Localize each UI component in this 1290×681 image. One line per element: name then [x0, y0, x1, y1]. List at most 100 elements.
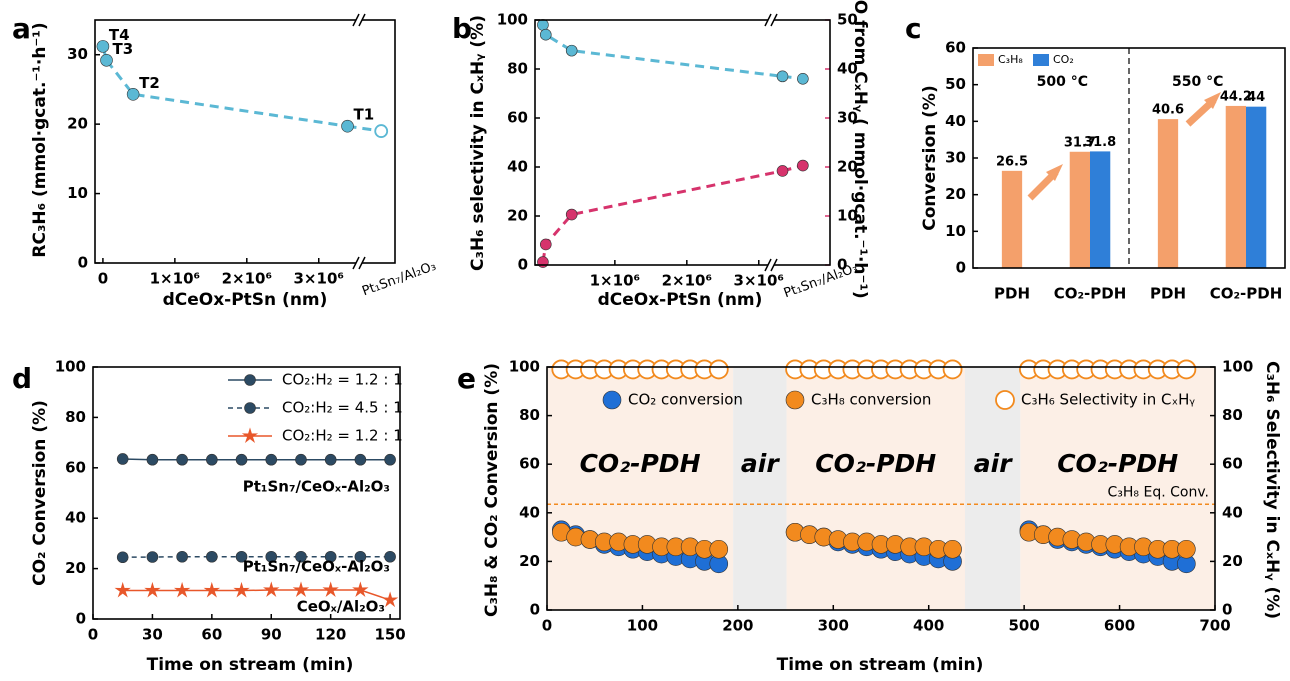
series-line — [541, 24, 783, 78]
legend-label: C₃H₆ Selectivity in CₓHᵧ — [1021, 391, 1195, 409]
y2-tick-label: 20 — [837, 158, 858, 176]
legend-label: C₃H₈ — [998, 53, 1023, 66]
x-tick-label: 400 — [913, 617, 944, 635]
y-tick-label: 30 — [67, 45, 88, 63]
y-tick-label: 60 — [519, 455, 540, 473]
x-tick-label: CO₂-PDH — [1054, 285, 1127, 303]
marker — [776, 165, 789, 177]
marker — [173, 581, 191, 598]
marker — [539, 238, 552, 251]
bar — [1069, 151, 1090, 268]
region-label: CO₂-PDH — [1057, 449, 1178, 478]
y2-tick-label: 100 — [1222, 358, 1253, 376]
bar — [1090, 151, 1111, 268]
y2-tick-label: 0 — [1222, 601, 1232, 619]
legend-label: CO₂:H₂ = 4.5 : 1 — [282, 399, 403, 417]
x-tick-label: 120 — [315, 626, 346, 644]
y-tick-label: 30 — [945, 149, 966, 167]
marker — [381, 591, 399, 608]
point-label: T1 — [354, 106, 375, 124]
axis-break-gap — [356, 261, 362, 265]
y-tick-label: 20 — [519, 552, 540, 570]
marker — [146, 453, 159, 466]
reference-marker — [797, 73, 809, 85]
y2-tick-label: 10 — [837, 207, 858, 225]
panel-label: c — [905, 12, 922, 45]
arrow-head — [1204, 92, 1221, 109]
point-label: T3 — [113, 40, 134, 58]
y-tick-label: 40 — [945, 112, 966, 130]
y-tick-label: 40 — [519, 503, 540, 521]
marker — [235, 453, 248, 466]
axis-break — [764, 13, 772, 27]
y-tick-label: 100 — [509, 358, 540, 376]
region-label: air — [741, 449, 780, 478]
y-tick-label: 80 — [65, 408, 86, 426]
y-tick-label: 20 — [507, 207, 528, 225]
bar — [1001, 170, 1023, 268]
x-tick-label: CO₂-PDH — [1210, 285, 1283, 303]
y2-tick-label: 40 — [1222, 503, 1243, 521]
reference-label: Pt₁Sn₇/Al₂O₃ — [360, 259, 438, 300]
bar — [1246, 106, 1267, 269]
y-tick-label: 50 — [945, 75, 966, 93]
arrow-head — [1046, 164, 1063, 181]
legend-marker — [244, 374, 256, 386]
x-tick-label: PDH — [994, 285, 1030, 303]
marker — [354, 453, 367, 466]
axis-break — [352, 256, 360, 270]
legend-label: CO₂:H₂ = 1.2 : 1 — [282, 427, 403, 445]
legend-marker — [785, 390, 805, 410]
marker — [709, 539, 729, 559]
y2-axis-label: C₃H₆ Selectivity in CₓHᵧ (%) — [1262, 361, 1282, 619]
marker — [233, 581, 250, 598]
marker — [206, 453, 218, 466]
series-line — [541, 169, 783, 263]
annotation: 550 °C — [1172, 74, 1223, 90]
region-label: CO₂-PDH — [580, 449, 701, 478]
y-axis-label: Conversion (%) — [920, 85, 940, 230]
x-tick-label: 1×10⁶ — [590, 272, 640, 290]
y-tick-label: 80 — [519, 406, 540, 424]
marker — [943, 539, 962, 559]
marker — [146, 551, 159, 563]
plot-frame — [94, 19, 396, 264]
marker — [1177, 539, 1196, 559]
marker — [265, 453, 278, 466]
x-tick-label: 3×10⁶ — [294, 270, 344, 288]
y2-tick-label: 80 — [1222, 406, 1243, 424]
axis-break-gap — [356, 18, 362, 22]
annotation: Pt₁Sn₇/CeOₓ-Al₂O₃ — [243, 558, 390, 576]
legend-marker — [244, 402, 256, 414]
bar-label: 44 — [1247, 90, 1265, 105]
marker — [324, 453, 337, 466]
x-tick-label: 500 — [1008, 617, 1039, 635]
marker — [96, 40, 110, 53]
y-axis-label: C₃H₈ & CO₂ Conversion (%) — [482, 363, 502, 617]
plot-frame — [92, 366, 401, 620]
legend-label: C₃H₈ conversion — [811, 391, 931, 409]
marker — [354, 550, 367, 563]
y-tick-label: 0 — [956, 259, 966, 277]
bar-label: 26.5 — [996, 154, 1028, 169]
marker — [1176, 359, 1197, 380]
marker — [116, 453, 129, 465]
x-tick-label: 200 — [722, 617, 753, 635]
y2-tick-label: 0 — [837, 256, 847, 274]
marker — [265, 550, 278, 563]
bar-label: 31.8 — [1084, 135, 1116, 150]
reference-marker — [797, 159, 809, 172]
panel-label: a — [12, 12, 31, 45]
y-tick-label: 80 — [507, 60, 528, 78]
y2-tick-label: 50 — [837, 11, 858, 29]
region — [786, 367, 965, 610]
y2-tick-label: 20 — [1222, 552, 1243, 570]
axis-break — [358, 256, 366, 270]
marker — [565, 208, 578, 221]
decorations — [1027, 92, 1221, 201]
x-axis-label: dCeOx-PtSn (nm) — [163, 290, 328, 310]
y-tick-label: 40 — [65, 509, 86, 527]
panel-label: b — [452, 12, 472, 45]
marker — [203, 581, 221, 598]
